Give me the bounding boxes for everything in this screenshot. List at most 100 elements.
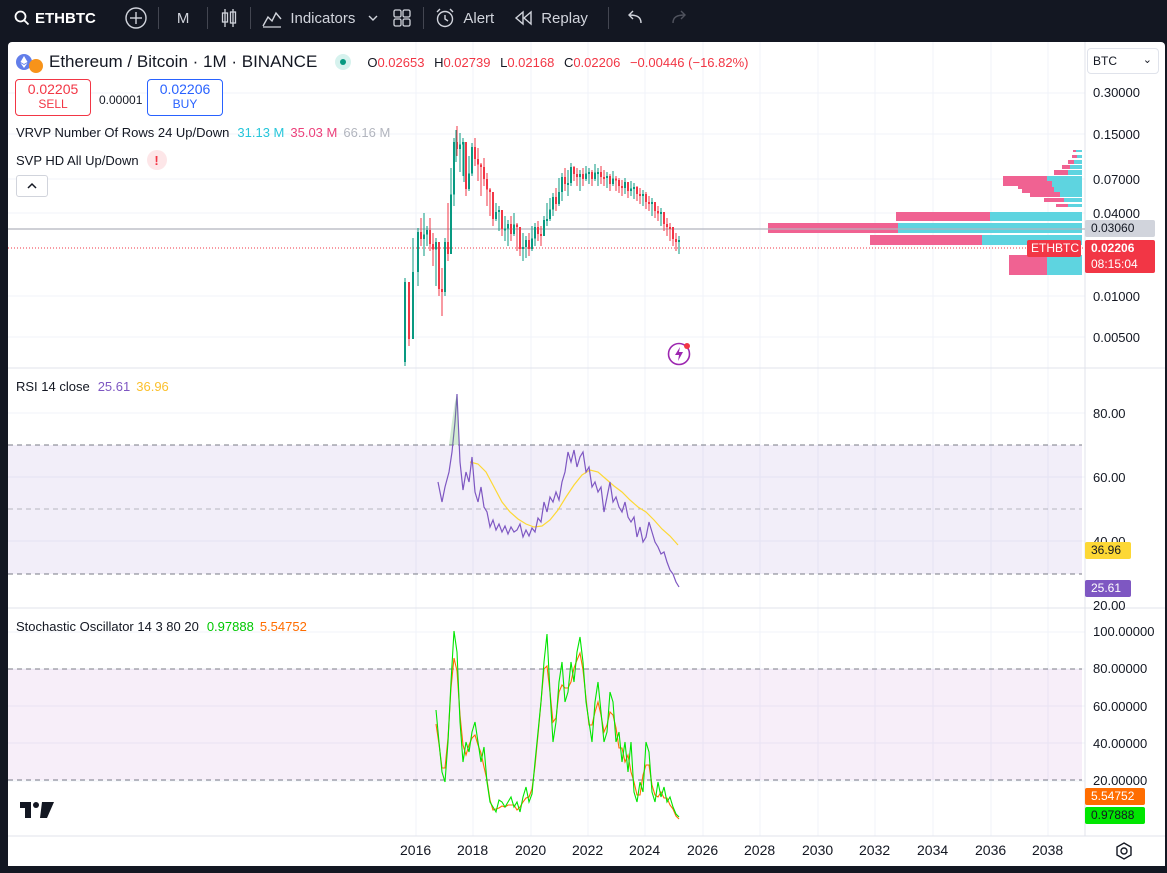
candle-body	[525, 240, 527, 247]
plus-circle-icon	[125, 7, 147, 29]
close-key: C	[563, 54, 574, 70]
candle-body	[468, 173, 470, 189]
compare-add-button[interactable]	[118, 0, 154, 36]
interval-button[interactable]: M	[163, 0, 204, 36]
rsi-ma-value: 36.96	[136, 379, 169, 394]
candle-body	[588, 172, 590, 174]
candle-body	[636, 187, 638, 194]
vp-up-bar	[1077, 155, 1082, 158]
candle-body	[420, 232, 422, 239]
tradingview-logo[interactable]	[20, 802, 54, 821]
toolbar-divider	[250, 7, 252, 29]
chart-type-button[interactable]	[212, 0, 246, 36]
candlestick-series	[404, 126, 680, 366]
time-axis-label: 2020	[515, 842, 547, 858]
candle-body	[404, 282, 406, 362]
time-axis-label: 2038	[1032, 842, 1064, 858]
layout-grid-icon	[393, 9, 412, 27]
vp-down-bar	[1062, 165, 1070, 169]
indicators-dropdown[interactable]	[361, 0, 385, 36]
chart-canvas[interactable]	[8, 42, 1165, 866]
candle-body	[465, 142, 467, 189]
market-status-icon[interactable]	[335, 54, 352, 70]
candle-body	[666, 224, 668, 227]
alarm-clock-icon	[436, 8, 454, 28]
candle-body	[621, 186, 623, 188]
candle-body	[663, 212, 665, 224]
stoch-axis-label: 40.00000	[1093, 736, 1148, 751]
price-axis-label: 0.01000	[1093, 289, 1140, 304]
chevron-down-icon	[368, 15, 378, 21]
candle-body	[501, 210, 503, 229]
rsi-axis-label: 60.00	[1093, 470, 1126, 485]
candle-body	[600, 172, 602, 177]
candle-body	[480, 164, 482, 167]
candle-body	[492, 192, 494, 219]
buy-price: 0.02206	[159, 81, 211, 97]
rsi-legend[interactable]: RSI 14 close 25.61 36.96	[16, 379, 169, 394]
undo-button[interactable]	[619, 0, 651, 36]
vp-down-bar	[768, 223, 898, 233]
candle-body	[531, 238, 533, 249]
vp-up-bar	[1064, 198, 1082, 202]
layout-button[interactable]	[385, 0, 419, 36]
rsi-tag: 25.61	[1085, 580, 1131, 597]
svp-title: SVP HD All Up/Down	[16, 152, 139, 168]
vp-down-bar	[1009, 255, 1047, 275]
rsi-title: RSI 14 close	[16, 379, 90, 394]
sell-label: SELL	[38, 97, 68, 111]
candles-icon	[222, 9, 237, 27]
buy-button[interactable]: 0.02206 BUY	[147, 79, 223, 116]
rsi-value: 25.61	[97, 379, 131, 394]
vp-down-bar	[1022, 187, 1054, 193]
stoch-legend[interactable]: Stochastic Oscillator 14 3 80 20 0.97888…	[16, 619, 307, 634]
bitcoin-icon	[29, 59, 43, 73]
stoch-axis-label: 80.00000	[1093, 661, 1148, 676]
candle-body	[489, 189, 491, 192]
price-axis-label: 0.07000	[1093, 172, 1140, 187]
candle-body	[450, 194, 452, 254]
candle-body	[519, 227, 521, 249]
time-axis-label: 2018	[457, 842, 489, 858]
candle-body	[474, 147, 476, 159]
vrvp-legend[interactable]: VRVP Number Of Rows 24 Up/Down 31.13 M 3…	[16, 125, 390, 140]
candle-body	[534, 227, 536, 239]
candle-body	[678, 240, 680, 242]
symbol-title[interactable]: Ethereum / Bitcoin · 1M · BINANCE	[49, 52, 318, 71]
price-axis-label: 0.04000	[1093, 206, 1140, 221]
vertical-grid	[415, 42, 1049, 836]
chevron-up-icon	[27, 182, 37, 189]
candle-body	[618, 180, 620, 186]
candle-body	[546, 219, 548, 221]
settings-button[interactable]	[1115, 842, 1133, 863]
close-value: 0.02206	[573, 54, 621, 70]
candle-body	[441, 289, 443, 292]
symbol-search[interactable]: ETHBTC	[0, 0, 118, 36]
warning-icon[interactable]: !	[146, 150, 167, 170]
chart-container[interactable]: Ethereum / Bitcoin · 1M · BINANCE O0.026…	[8, 42, 1165, 866]
candle-body	[573, 167, 575, 174]
candle-body	[513, 224, 515, 234]
candle-body	[576, 174, 578, 177]
last-price-tag: 0.02206	[1085, 240, 1155, 257]
alert-button[interactable]: Alert	[428, 0, 500, 36]
flash-icon[interactable]	[667, 341, 693, 370]
sell-button[interactable]: 0.02205 SELL	[15, 79, 91, 116]
candle-body	[552, 197, 554, 210]
stoch-k-tag: 0.97888	[1085, 807, 1145, 824]
svp-legend[interactable]: SVP HD All Up/Down !	[16, 150, 167, 170]
redo-button[interactable]	[663, 0, 695, 36]
candle-body	[549, 209, 551, 219]
time-axis-label: 2022	[572, 842, 604, 858]
search-icon	[14, 10, 30, 26]
replay-button[interactable]: Replay	[508, 0, 594, 36]
candle-body	[456, 142, 458, 149]
candle-body	[495, 212, 497, 219]
candle-body	[585, 173, 587, 179]
collapse-legend-button[interactable]	[16, 175, 48, 197]
open-value: 0.02653	[377, 54, 425, 70]
rewind-icon	[515, 10, 532, 26]
indicators-button[interactable]: Indicators	[255, 0, 361, 36]
candle-body	[516, 224, 518, 227]
currency-select[interactable]: BTC ⌄	[1087, 48, 1159, 74]
